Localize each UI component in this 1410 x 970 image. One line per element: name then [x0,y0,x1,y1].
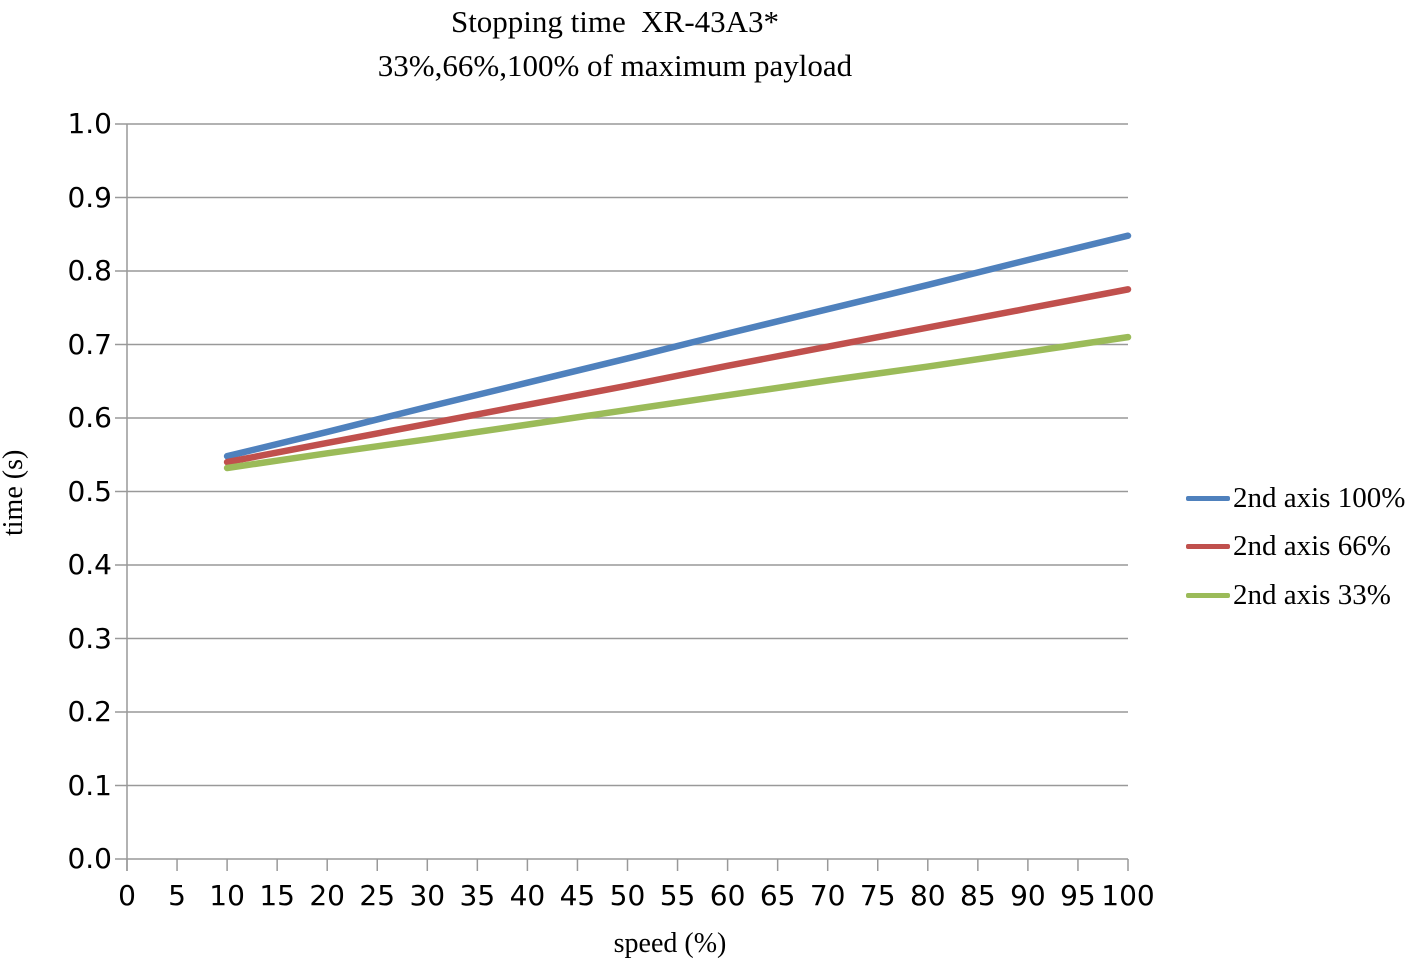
y-tick-label: 0.8 [67,254,112,287]
legend-line-swatch [1186,495,1230,501]
y-tick-label: 0.5 [67,474,112,508]
x-tick-label: 35 [459,879,496,912]
chart-title: Stopping time XR-43A3* [450,4,780,39]
x-tick-label: 40 [509,879,546,912]
x-tick-label: 65 [759,879,796,912]
x-tick-label: 95 [1060,879,1096,912]
x-tick-label: 15 [259,879,295,912]
y-tick-label: 0.4 [67,548,112,581]
x-tick-label: 50 [609,879,646,912]
legend-label: 2nd axis 100% [1233,481,1406,514]
chart-legend: 2nd axis 100% 2nd axis 66% 2nd axis 33% [1186,474,1405,620]
y-tick-label: 0.1 [67,768,112,802]
x-tick-label: 90 [1010,879,1046,912]
y-tick-label: 0.2 [67,695,112,728]
legend-item: 2nd axis 33% [1186,571,1405,620]
x-tick-label: 45 [559,879,596,912]
y-tick-label: 0.0 [67,842,112,875]
x-tick-label: 80 [909,879,946,912]
y-tick-label: 1.0 [67,107,112,140]
legend-line-swatch [1186,544,1230,550]
y-axis-title: time (s) [0,449,29,536]
x-tick-label: 5 [168,879,186,912]
x-tick-label: 20 [309,879,345,912]
x-tick-label: 55 [659,879,696,912]
x-tick-label: 60 [709,879,746,912]
x-tick-label: 10 [209,879,245,912]
legend-item: 2nd axis 100% [1186,474,1405,523]
x-tick-label: 30 [409,879,446,912]
legend-line-swatch [1186,592,1230,598]
x-tick-label: 25 [359,879,396,912]
y-tick-label: 0.6 [67,401,112,434]
y-tick-label: 0.3 [67,621,112,655]
series-line [223,333,1132,472]
series-line [223,286,1132,466]
x-tick-label: 85 [960,879,996,912]
x-tick-label: 70 [809,879,846,912]
y-tick-label: 0.9 [67,180,112,214]
y-tick-label: 0.7 [67,327,112,361]
legend-label: 2nd axis 66% [1233,530,1391,563]
x-axis-title: speed (%) [613,928,727,959]
legend-item: 2nd axis 66% [1186,523,1405,572]
chart-subtitle: 33%,66%,100% of maximum payload [377,48,853,83]
x-tick-label: 75 [859,879,896,912]
x-tick-label: 0 [118,879,136,912]
series-line [223,232,1132,460]
x-tick-label: 100 [1101,879,1155,912]
legend-label: 2nd axis 33% [1233,578,1391,611]
